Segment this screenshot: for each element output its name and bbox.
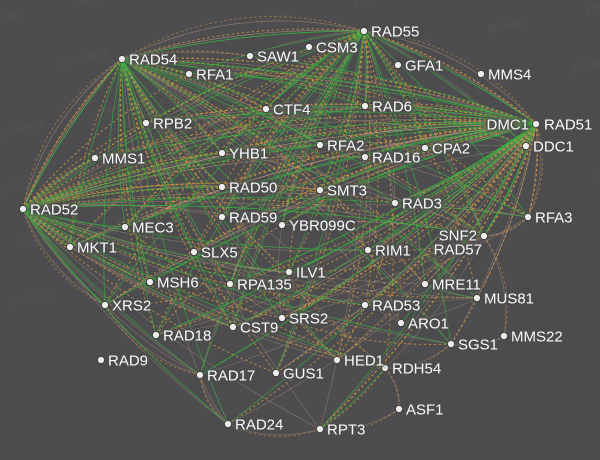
svg-text:yeastNet: yeastNet	[352, 0, 402, 7]
svg-text:genetic: genetic	[71, 0, 112, 9]
svg-text:physical: physical	[43, 336, 88, 359]
svg-text:yeastNet: yeastNet	[58, 45, 108, 69]
svg-text:yeastNet: yeastNet	[584, 0, 600, 15]
svg-text:yeastNet: yeastNet	[532, 231, 582, 255]
svg-text:physical: physical	[156, 26, 201, 49]
svg-text:yeastNet: yeastNet	[594, 161, 600, 185]
svg-text:yeastNet: yeastNet	[0, 116, 47, 140]
svg-text:genetic: genetic	[496, 183, 537, 205]
svg-text:yeastNet: yeastNet	[7, 285, 57, 309]
svg-text:genetic: genetic	[0, 68, 1, 90]
svg-text:genetic: genetic	[486, 14, 527, 36]
svg-text:physical: physical	[0, 7, 19, 30]
svg-text:physical: physical	[0, 177, 29, 200]
svg-text:physical: physical	[571, 52, 600, 75]
